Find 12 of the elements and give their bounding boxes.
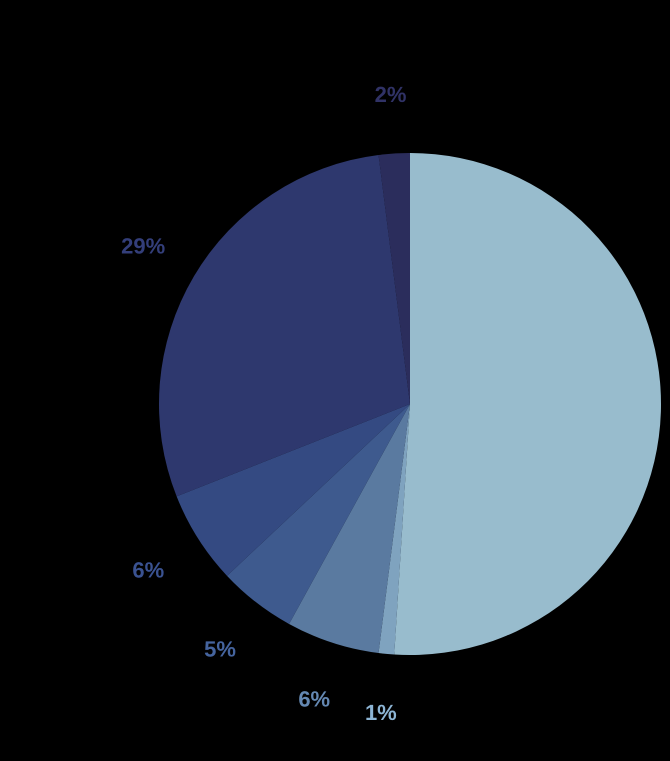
data-label: 6% bbox=[298, 686, 330, 712]
pie-slice bbox=[176, 404, 410, 576]
pie-slice bbox=[227, 404, 410, 624]
data-label: 6% bbox=[132, 558, 164, 583]
data-label: 29% bbox=[121, 234, 166, 259]
pie-slice bbox=[378, 153, 410, 404]
data-label: 1% bbox=[364, 700, 397, 726]
pie-slice bbox=[289, 404, 410, 654]
pie-slice bbox=[378, 404, 410, 655]
data-label: 2% bbox=[374, 82, 406, 108]
data-label: 5% bbox=[204, 636, 236, 662]
pie-slice bbox=[394, 153, 661, 655]
